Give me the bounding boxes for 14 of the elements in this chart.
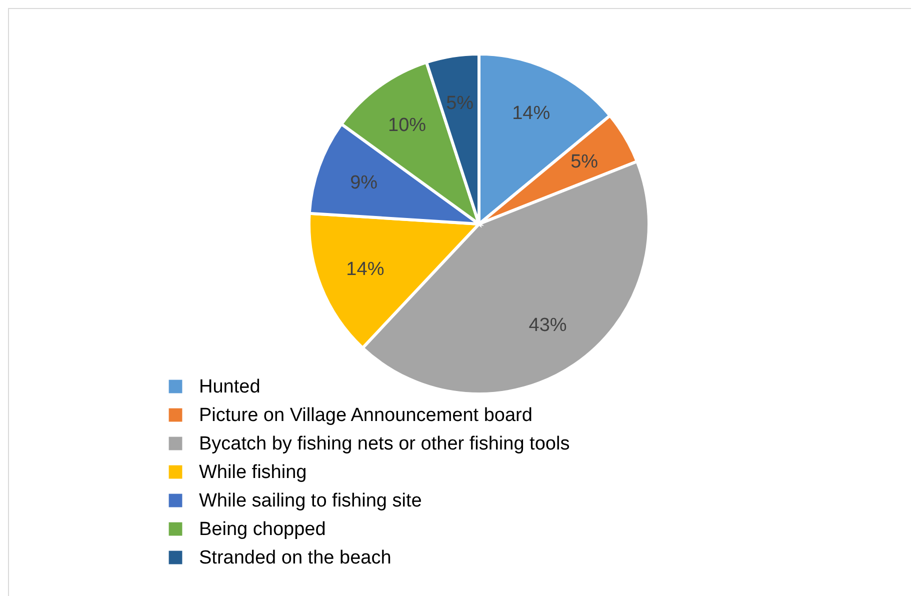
data-label: 10% xyxy=(388,114,426,136)
legend-label: Hunted xyxy=(199,376,260,398)
legend-label: Being chopped xyxy=(199,519,326,540)
legend-label: Picture on Village Announcement board xyxy=(199,405,532,426)
data-label: 5% xyxy=(570,152,598,173)
legend-label: Bycatch by fishing nets or other fishing tools xyxy=(199,434,570,454)
data-label: 5% xyxy=(446,93,474,114)
legend-label: While sailing to fishing site xyxy=(199,490,422,512)
legend-label: Stranded on the beach xyxy=(199,548,392,568)
data-label: 9% xyxy=(350,172,378,194)
data-label: 43% xyxy=(528,315,567,336)
data-label: 14% xyxy=(512,103,550,124)
legend-label: While fishing xyxy=(199,462,307,483)
data-label: 14% xyxy=(346,259,384,280)
